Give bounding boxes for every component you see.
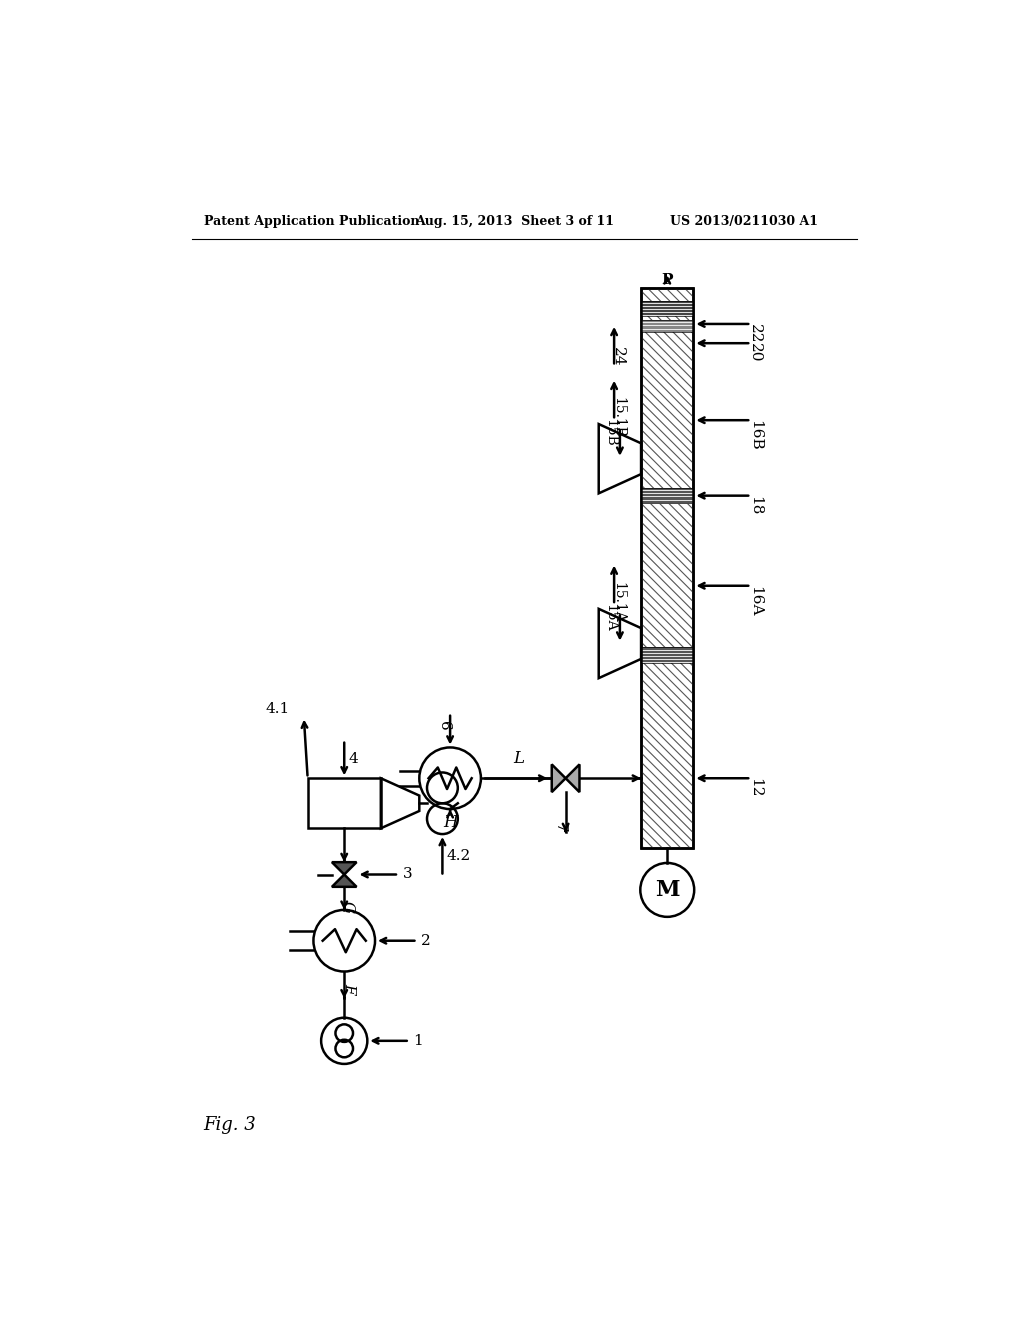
Polygon shape — [332, 875, 356, 887]
Text: H: H — [442, 814, 458, 832]
Polygon shape — [565, 764, 580, 792]
Polygon shape — [332, 862, 356, 875]
Text: 20: 20 — [748, 343, 762, 363]
Text: US 2013/0211030 A1: US 2013/0211030 A1 — [670, 215, 817, 228]
Bar — [641, 488, 693, 503]
Bar — [641, 288, 693, 847]
Text: 24: 24 — [611, 347, 625, 367]
Text: 18: 18 — [748, 496, 762, 515]
Text: 7: 7 — [553, 822, 566, 832]
Bar — [641, 321, 693, 331]
Text: F: F — [342, 983, 356, 994]
Text: 12: 12 — [748, 779, 762, 797]
Text: Patent Application Publication: Patent Application Publication — [204, 215, 419, 228]
Text: 2: 2 — [421, 933, 431, 948]
Bar — [641, 647, 693, 663]
Text: 16B: 16B — [748, 420, 762, 451]
Bar — [641, 288, 693, 847]
Bar — [307, 779, 381, 829]
Bar — [641, 488, 693, 503]
Bar — [641, 321, 693, 331]
Bar — [641, 301, 693, 317]
Text: 6: 6 — [437, 721, 451, 730]
Text: M: M — [655, 879, 680, 902]
Text: 15.1A: 15.1A — [611, 582, 625, 623]
Text: 4: 4 — [348, 752, 357, 766]
Text: 4.1: 4.1 — [265, 702, 290, 715]
Text: G: G — [341, 900, 355, 913]
Polygon shape — [552, 764, 565, 792]
Text: 22: 22 — [748, 323, 762, 343]
Text: L: L — [513, 751, 523, 767]
Text: P: P — [662, 273, 673, 286]
Text: Fig. 3: Fig. 3 — [204, 1115, 256, 1134]
Bar — [641, 647, 693, 663]
Text: 16A: 16A — [748, 586, 762, 616]
Bar — [641, 301, 693, 317]
Text: 3: 3 — [402, 867, 413, 882]
Text: 1: 1 — [414, 1034, 423, 1048]
Text: 15.1B: 15.1B — [611, 397, 625, 438]
Text: 15A: 15A — [604, 605, 617, 632]
Text: 4.2: 4.2 — [446, 849, 470, 863]
Text: 15B: 15B — [604, 420, 617, 447]
Text: Aug. 15, 2013  Sheet 3 of 11: Aug. 15, 2013 Sheet 3 of 11 — [416, 215, 614, 228]
